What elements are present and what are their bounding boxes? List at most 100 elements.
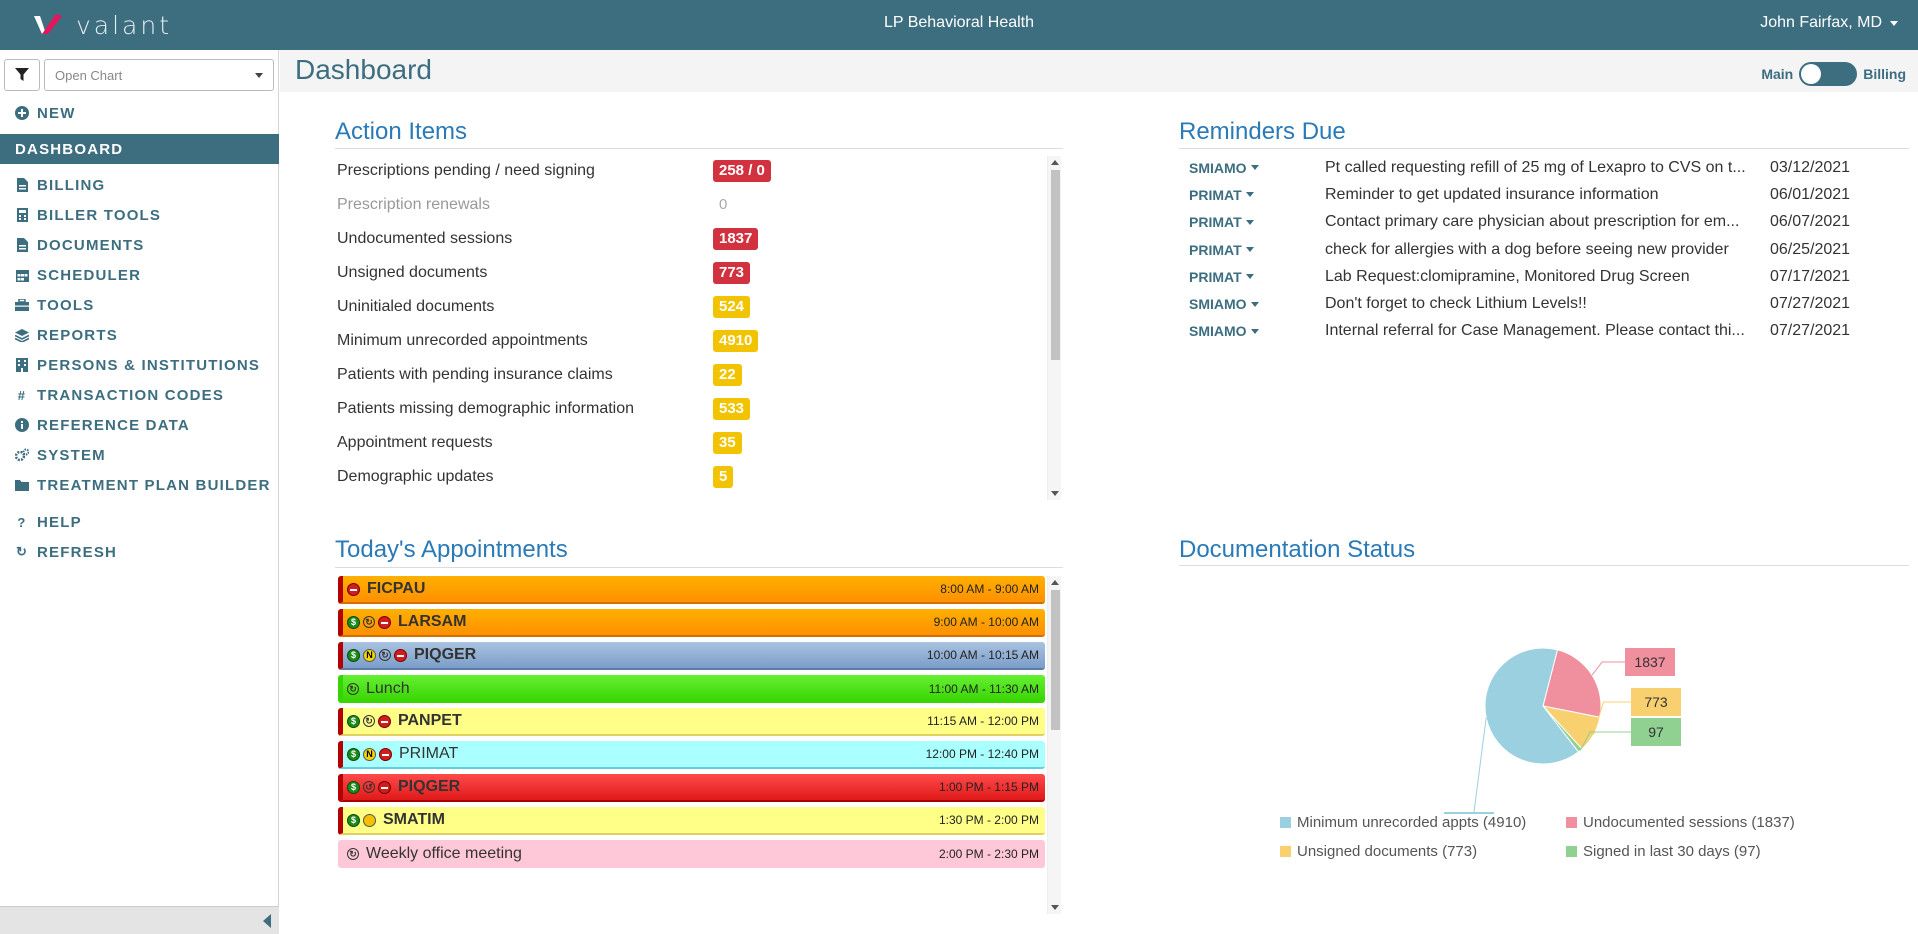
action-item-row[interactable]: Appointment requests 35 [333,426,1061,460]
sidebar-item-dashboard[interactable]: DASHBOARD [0,134,279,164]
action-item-row[interactable]: Prescriptions pending / need signing 258 … [333,154,1061,188]
collapse-sidebar-icon[interactable] [263,914,271,928]
main-billing-toggle[interactable] [1799,62,1858,86]
action-item-row[interactable]: Demographic updates 5 [333,460,1061,494]
user-name: John Fairfax, MD [1760,14,1882,31]
sidebar-nav: NEW DASHBOARD BILLING BILLER TOOLS DOCUM… [0,98,279,567]
sidebar-item-reference-data[interactable]: REFERENCE DATA [0,410,279,440]
reminder-owner: PRIMAT [1189,214,1242,231]
appointment-row[interactable]: ↻ Lunch 11:00 AM - 11:30 AM [338,675,1045,703]
action-item-row[interactable]: Undocumented sessions 1837 [333,222,1061,256]
stop-icon [347,582,360,596]
action-item-row[interactable]: Patients missing demographic information… [333,392,1061,426]
alarm-icon: ↺ [363,781,375,793]
open-chart-placeholder: Open Chart [55,67,123,83]
scroll-up-icon[interactable] [1051,580,1059,585]
reminder-date: 03/12/2021 [1770,158,1851,176]
sidebar: Open Chart NEW DASHBOARD BILLING BILLER … [0,50,279,934]
refresh-icon: ↻ [15,544,29,559]
appointment-row[interactable]: $ N ↻ PIQGER 10:00 AM - 10:15 AM [338,642,1045,670]
count-badge[interactable]: 4910 [713,330,759,352]
count-badge[interactable]: 533 [713,398,751,420]
count-badge[interactable]: 258 / 0 [713,160,771,182]
reminder-owner-dropdown[interactable]: PRIMAT [1183,269,1325,285]
sidebar-item-reports[interactable]: REPORTS [0,320,279,350]
sidebar-item-persons-institutions[interactable]: PERSONS & INSTITUTIONS [0,350,279,380]
sidebar-item-help[interactable]: ? HELP [0,507,279,537]
sidebar-item-label: HELP [37,513,82,531]
reminder-row[interactable]: PRIMAT Contact primary care physician abo… [1183,209,1903,236]
scroll-thumb[interactable] [1051,170,1060,360]
count-badge[interactable]: 35 [713,432,742,454]
appointment-name: Lunch [366,680,410,697]
reminder-owner-dropdown[interactable]: SMIAMO [1183,296,1325,312]
scroll-down-icon[interactable] [1051,491,1059,496]
pie-data-label: 773 [1644,694,1668,710]
sidebar-item-system[interactable]: SYSTEM [0,440,279,470]
appointment-row[interactable]: $ ↻ PANPET 11:15 AM - 12:00 PM [338,708,1045,736]
sidebar-item-billing[interactable]: BILLING [0,170,279,200]
sidebar-item-transaction-codes[interactable]: # TRANSACTION CODES [0,380,279,410]
n-icon: N [363,648,376,662]
appointment-row[interactable]: $ N PRIMAT 12:00 PM - 12:40 PM [338,741,1045,769]
legend-item[interactable]: Undocumented sessions (1837) [1566,814,1826,831]
pie-slice[interactable] [1484,647,1580,765]
reminder-owner-dropdown[interactable]: SMIAMO [1183,323,1325,339]
appointment-row[interactable]: $ ↻ LARSAM 9:00 AM - 10:00 AM [338,609,1045,637]
sidebar-item-documents[interactable]: DOCUMENTS [0,230,279,260]
action-items-scrollbar[interactable] [1047,156,1061,500]
hash-icon: # [17,387,27,403]
reminder-row[interactable]: SMIAMO Don't forget to check Lithium Leve… [1183,290,1903,317]
open-chart-select[interactable]: Open Chart [44,59,274,91]
legend-item[interactable]: Unsigned documents (773) [1280,843,1566,860]
sidebar-item-new[interactable]: NEW [0,98,279,128]
reminder-row[interactable]: PRIMAT check for allergies with a dog bef… [1183,236,1903,263]
action-item-row[interactable]: Patients with pending insurance claims 22 [333,358,1061,392]
sidebar-item-label: REFRESH [37,543,118,561]
scroll-up-icon[interactable] [1051,160,1059,165]
action-item-row[interactable]: Minimum unrecorded appointments 4910 [333,324,1061,358]
count-badge[interactable]: 524 [713,296,751,318]
gears-icon [15,448,29,462]
reminder-owner-dropdown[interactable]: PRIMAT [1183,214,1325,230]
reminder-row[interactable]: PRIMAT Reminder to get updated insurance … [1183,181,1903,208]
appointments-scrollbar[interactable] [1047,576,1061,914]
count-badge[interactable]: 1837 [713,228,759,250]
count-badge[interactable]: 773 [713,262,751,284]
reminders-list: SMIAMO Pt called requesting refill of 25 … [1183,154,1903,345]
chevron-down-icon [1245,247,1254,253]
appointment-row[interactable]: ↻ Weekly office meeting 2:00 PM - 2:30 PM [338,840,1045,868]
sidebar-item-tools[interactable]: TOOLS [0,290,279,320]
action-item-row[interactable]: Uninitialed documents 524 [333,290,1061,324]
reminder-row[interactable]: SMIAMO Pt called requesting refill of 25 … [1183,154,1903,181]
sidebar-item-refresh[interactable]: ↻ REFRESH [0,537,279,567]
appointment-row[interactable]: $ ↺ PIQGER 1:00 PM - 1:15 PM [338,774,1045,802]
reminder-owner: PRIMAT [1189,268,1242,285]
valant-logo[interactable]: valant [32,10,172,40]
reminder-owner-dropdown[interactable]: SMIAMO [1183,160,1325,176]
reminder-row[interactable]: SMIAMO Internal referral for Case Managem… [1183,318,1903,345]
count-badge[interactable]: 0 [719,196,728,213]
action-item-row[interactable]: Unsigned documents 773 [333,256,1061,290]
action-item-row[interactable]: Prescription renewals 0 [333,188,1061,222]
count-badge[interactable]: 5 [713,466,734,488]
sidebar-item-scheduler[interactable]: SCHEDULER [0,260,279,290]
reminders-title: Reminders Due [1179,118,1346,145]
legend-item[interactable]: Minimum unrecorded appts (4910) [1280,814,1566,831]
filter-button[interactable] [4,59,40,91]
appointment-row[interactable]: FICPAU 8:00 AM - 9:00 AM [338,576,1045,604]
sidebar-item-biller-tools[interactable]: BILLER TOOLS [0,200,279,230]
reminder-owner-dropdown[interactable]: PRIMAT [1183,242,1325,258]
chart-legend: Minimum unrecorded appts (4910) Undocumen… [1280,814,1840,860]
count-badge[interactable]: 22 [713,364,742,386]
scroll-thumb[interactable] [1051,590,1060,730]
reminder-row[interactable]: PRIMAT Lab Request:clomipramine, Monitore… [1183,263,1903,290]
toolbox-icon [15,298,29,312]
toggle-label-billing: Billing [1863,66,1906,82]
sidebar-item-treatment-plan-builder[interactable]: TREATMENT PLAN BUILDER [0,470,279,500]
user-menu[interactable]: John Fairfax, MD [1760,14,1898,32]
reminder-owner-dropdown[interactable]: PRIMAT [1183,187,1325,203]
scroll-down-icon[interactable] [1051,905,1059,910]
legend-item[interactable]: Signed in last 30 days (97) [1566,843,1826,860]
appointment-row[interactable]: $ SMATIM 1:30 PM - 2:00 PM [338,807,1045,835]
